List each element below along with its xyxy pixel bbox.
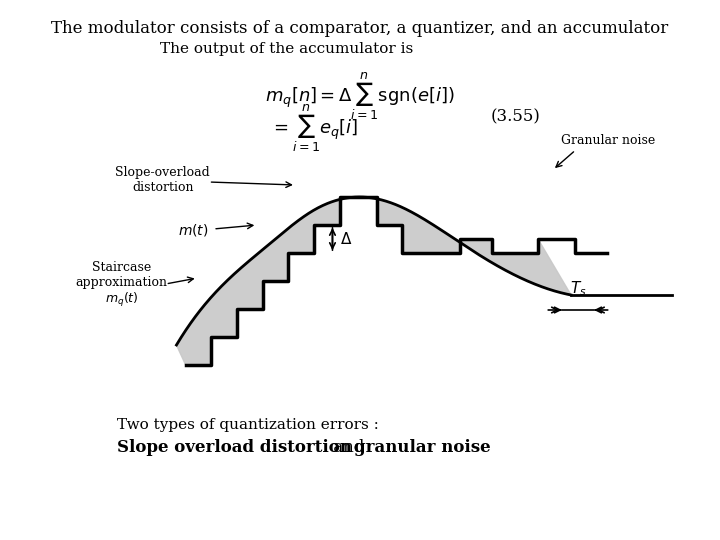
Text: Slope overload distortion: Slope overload distortion <box>117 440 351 456</box>
Text: $T_s$: $T_s$ <box>570 279 586 298</box>
Text: $m_q[n]=\Delta\sum_{i=1}^{n}\mathrm{sgn}(e[i])$: $m_q[n]=\Delta\sum_{i=1}^{n}\mathrm{sgn}… <box>265 70 455 122</box>
Text: (3.55): (3.55) <box>491 108 541 125</box>
Text: $m(t)$: $m(t)$ <box>178 222 209 238</box>
Text: Granular noise: Granular noise <box>561 133 655 146</box>
Text: $\Delta$: $\Delta$ <box>340 231 352 247</box>
Text: granular noise: granular noise <box>354 440 490 456</box>
Text: The modulator consists of a comparator, a quantizer, and an accumulator: The modulator consists of a comparator, … <box>51 20 669 37</box>
Text: Two types of quantization errors :: Two types of quantization errors : <box>117 418 379 432</box>
Text: and: and <box>328 440 369 456</box>
Polygon shape <box>176 197 571 365</box>
Text: $=\sum_{i=1}^{n}e_q[i]$: $=\sum_{i=1}^{n}e_q[i]$ <box>270 102 359 153</box>
Text: Staircase
approximation
$m_q(t)$: Staircase approximation $m_q(t)$ <box>76 261 167 309</box>
Text: The output of the accumulator is: The output of the accumulator is <box>160 42 413 56</box>
Text: Slope-overload
distortion: Slope-overload distortion <box>115 166 210 194</box>
